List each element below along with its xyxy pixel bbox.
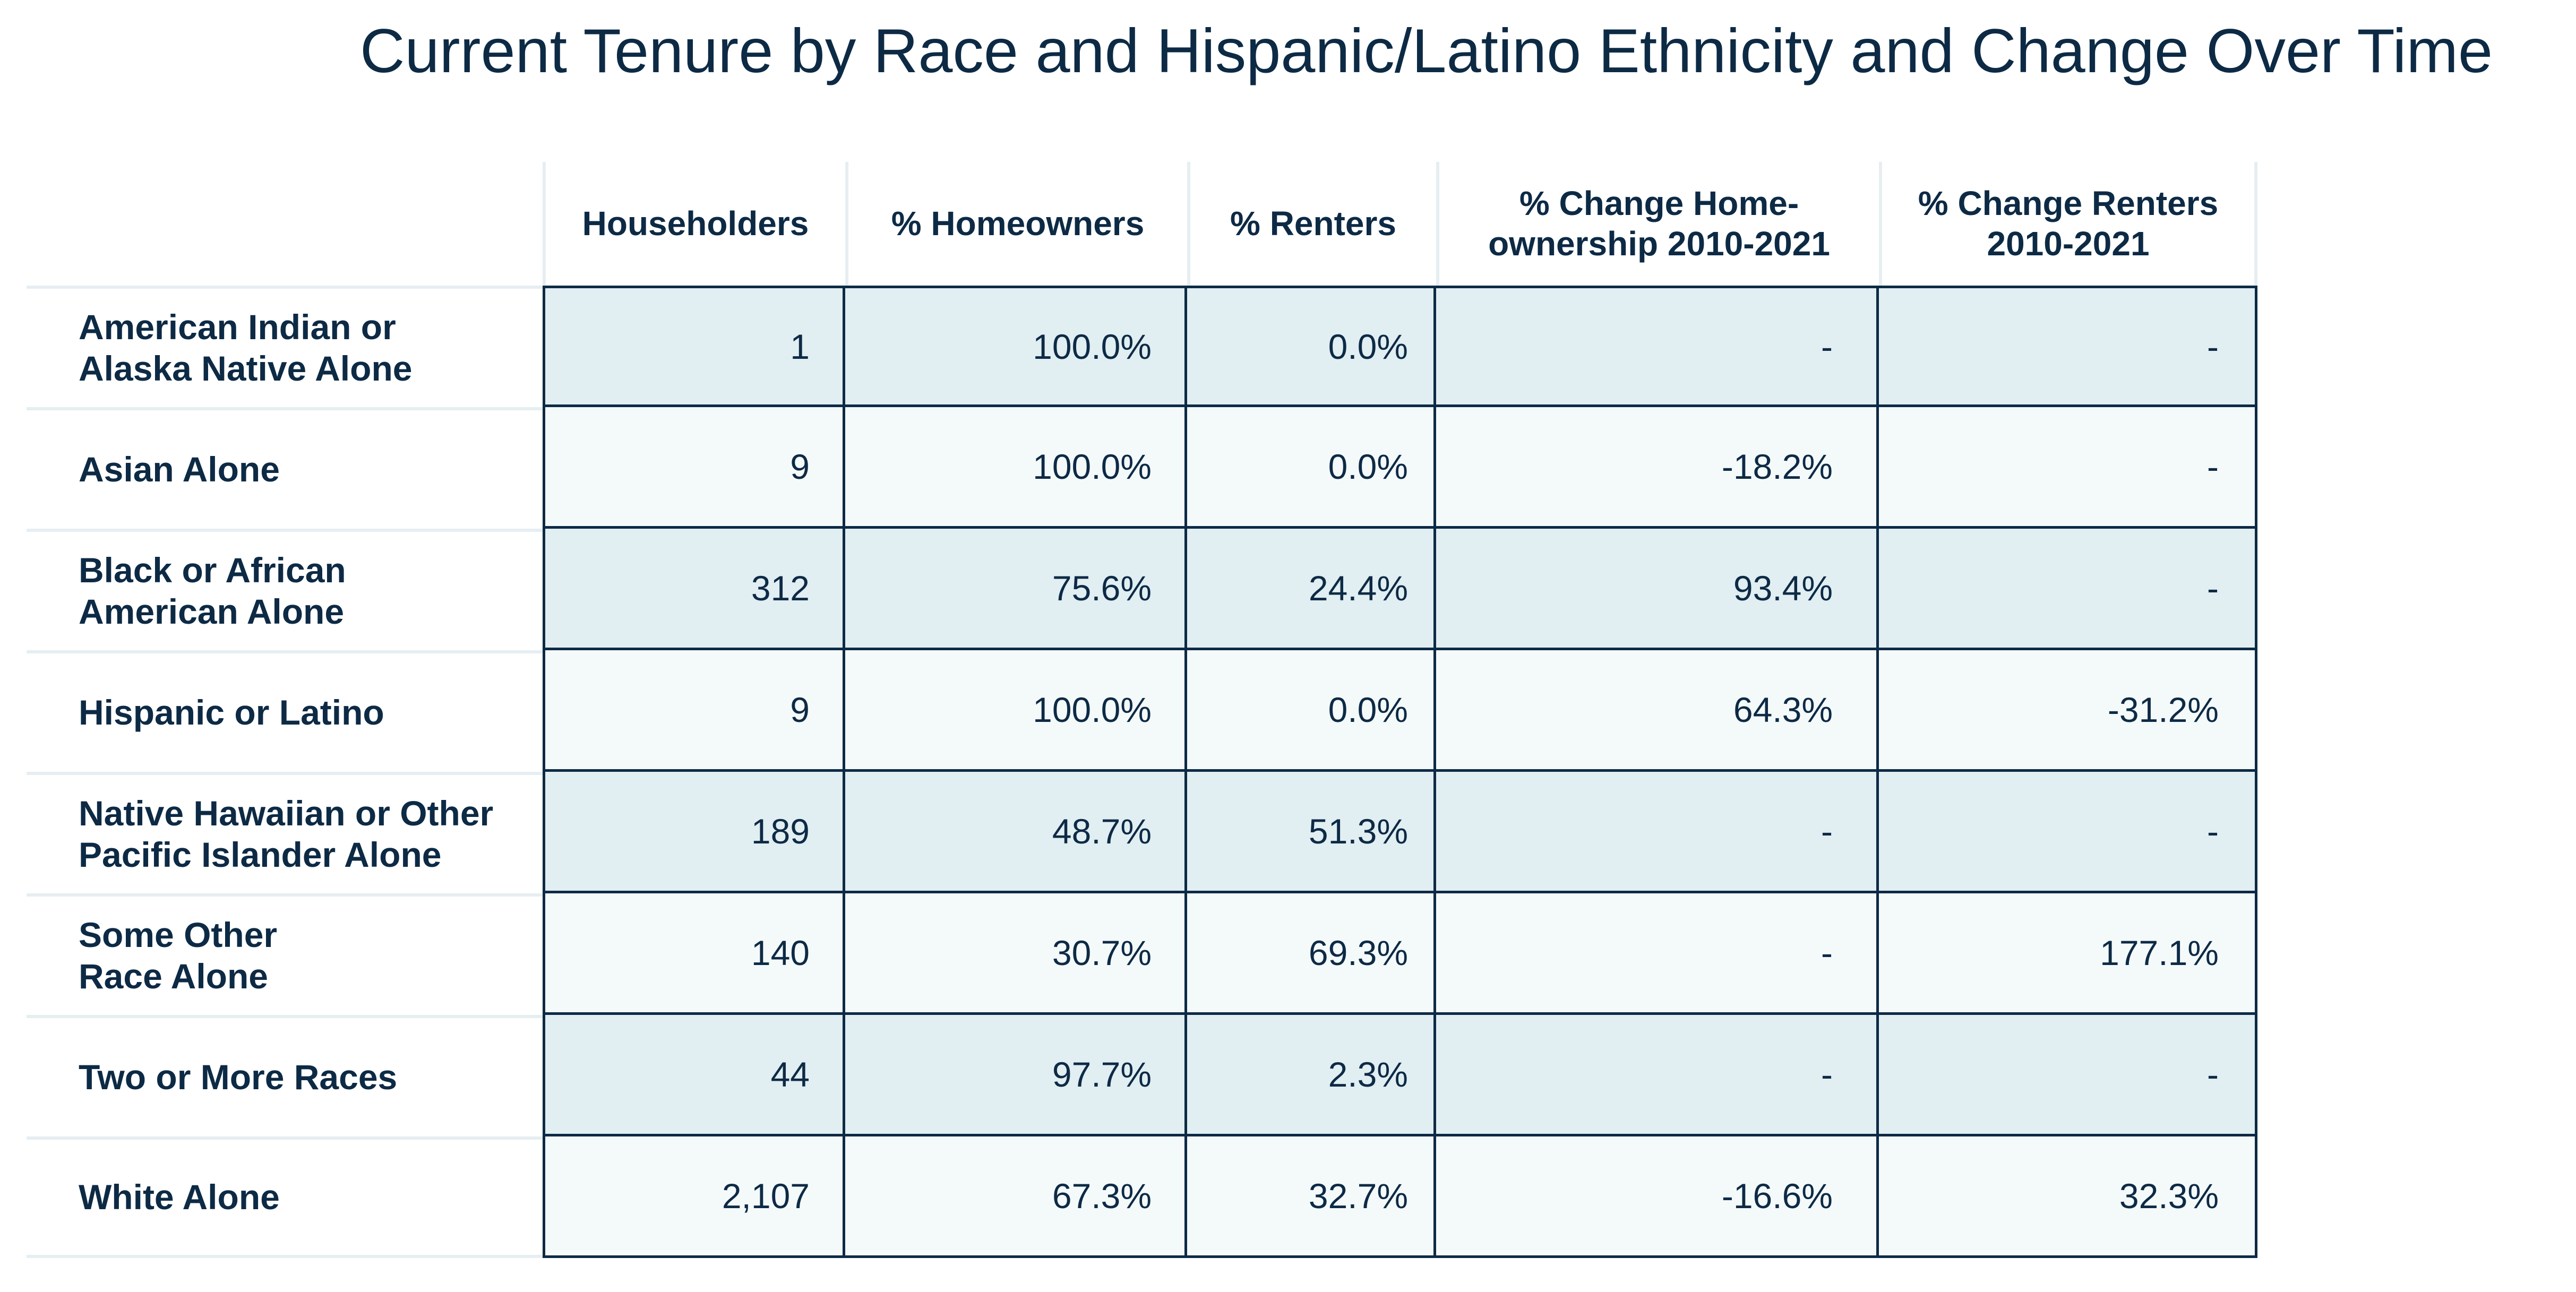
table-cell: -31.2% — [1876, 648, 2257, 772]
table-cell: 100.0% — [843, 648, 1187, 772]
column-header-5: % Change Renters 2010-2021 — [1879, 162, 2257, 286]
table-cell: 2.3% — [1184, 1012, 1436, 1136]
row-label: Two or More Races — [27, 1015, 543, 1136]
table-cell: - — [1433, 286, 1879, 407]
table-row: Hispanic or Latino 9 100.0% 0.0% 64.3% -31.2% — [27, 648, 2257, 772]
table-row: Some Other Race Alone 140 30.7% 69.3% -177.1… — [27, 891, 2257, 1015]
table-cell: 69.3% — [1184, 891, 1436, 1015]
table-cell: 140 — [543, 891, 845, 1015]
row-label: Black or African American Alone — [27, 529, 543, 650]
column-header-1: Householders — [543, 162, 845, 286]
table-cell: 189 — [543, 769, 845, 893]
table-cell: 93.4% — [1433, 526, 1879, 650]
table-cell: - — [1433, 1012, 1879, 1136]
column-header-2: % Homeowners — [845, 162, 1187, 286]
table-cell: 67.3% — [843, 1134, 1187, 1258]
table-cell: 48.7% — [843, 769, 1187, 893]
table-cell: 44 — [543, 1012, 845, 1136]
table-cell: - — [1876, 769, 2257, 893]
table-cell: 312 — [543, 526, 845, 650]
table-cell: - — [1876, 1012, 2257, 1136]
table-row: Black or African American Alone 312 75.6% 2… — [27, 526, 2257, 650]
row-label: Hispanic or Latino — [27, 650, 543, 772]
table-cell: - — [1876, 404, 2257, 529]
row-label: White Alone — [27, 1136, 543, 1258]
column-header-3: % Renters — [1187, 162, 1436, 286]
table-cell: - — [1876, 526, 2257, 650]
table-row: Two or More Races 44 97.7% 2.3% - - — [27, 1012, 2257, 1136]
table-cell: 75.6% — [843, 526, 1187, 650]
table-row: Native Hawaiian or Other Pacific Islande… — [27, 769, 2257, 893]
table-cell: 0.0% — [1184, 286, 1436, 407]
table-cell: 0.0% — [1184, 404, 1436, 529]
table-cell: 64.3% — [1433, 648, 1879, 772]
table-cell: 2,107 — [543, 1134, 845, 1258]
table-cell: 97.7% — [843, 1012, 1187, 1136]
table-cell: 0.0% — [1184, 648, 1436, 772]
row-label: American Indian or Alaska Native Alone — [27, 286, 543, 407]
table-cell: 100.0% — [843, 404, 1187, 529]
tenure-table: Householders% Homeowners% Renters% Chang… — [27, 162, 2257, 1267]
table-cell: - — [1433, 891, 1879, 1015]
table-cell: 100.0% — [843, 286, 1187, 407]
row-label: Some Other Race Alone — [27, 893, 543, 1015]
table-cell: 30.7% — [843, 891, 1187, 1015]
table-cell: -18.2% — [1433, 404, 1879, 529]
table-cell: 9 — [543, 648, 845, 772]
table-row: American Indian or Alaska Native Alone 1 1… — [27, 286, 2257, 407]
table-cell: - — [1876, 286, 2257, 407]
table-cell: 24.4% — [1184, 526, 1436, 650]
column-header-4: % Change Home- ownership 2010-2021 — [1436, 162, 1879, 286]
table-row: Asian Alone 9 100.0% 0.0% -18.2% - — [27, 404, 2257, 529]
table-cell: -16.6% — [1433, 1134, 1879, 1258]
table-cell: 32.7% — [1184, 1134, 1436, 1258]
page-title: Current Tenure by Race and Hispanic/Lati… — [360, 16, 2493, 85]
table-cell: 32.3% — [1876, 1134, 2257, 1258]
row-label: Native Hawaiian or Other Pacific Islande… — [27, 772, 543, 893]
row-label: Asian Alone — [27, 407, 543, 529]
table-row: White Alone 2,107 67.3% 32.7% -16.6% 32.3% — [27, 1134, 2257, 1258]
table-cell: 51.3% — [1184, 769, 1436, 893]
table-cell: - — [1433, 769, 1879, 893]
table-cell: 1 — [543, 286, 845, 407]
table-cell: 177.1% — [1876, 891, 2257, 1015]
table-cell: 9 — [543, 404, 845, 529]
